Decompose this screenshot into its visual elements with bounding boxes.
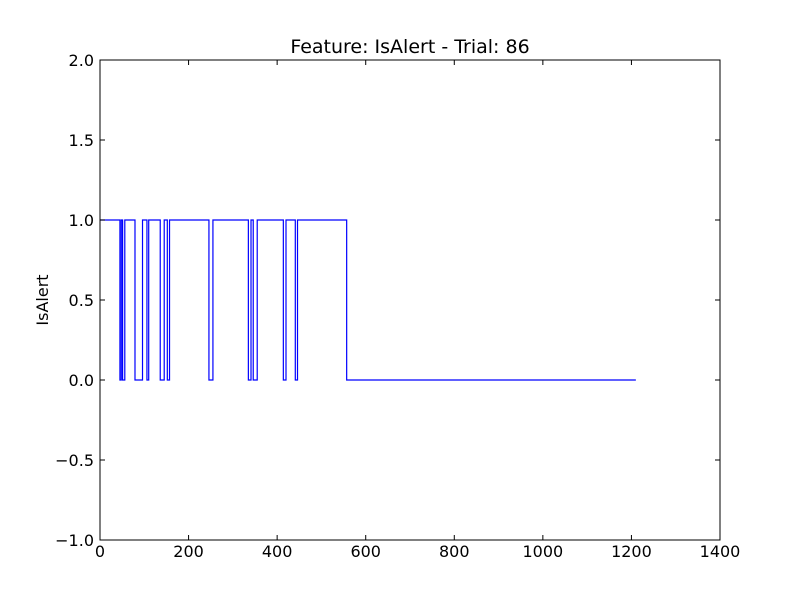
y-tick-label: 1.5: [69, 131, 94, 150]
plot-area: [100, 219, 636, 381]
y-tick-label: 0.0: [69, 371, 94, 390]
x-tick-label: 1200: [611, 542, 652, 561]
x-tick-label: 200: [173, 542, 204, 561]
axis-ticks: 0 200 400 600 800 1000 1200 1400 −1.0 −0.5 0.0 0.5 1…: [55, 51, 740, 561]
y-tick-label: 1.0: [69, 211, 94, 230]
y-tick-label: 0.5: [69, 291, 94, 310]
y-tick-label: −1.0: [55, 531, 94, 550]
y-tick-label: −0.5: [55, 451, 94, 470]
x-tick-label: 800: [439, 542, 470, 561]
x-tick-label: 1000: [522, 542, 563, 561]
plot-frame: [99, 59, 721, 541]
x-tick-label: 0: [95, 542, 105, 561]
chart-title: Feature: IsAlert - Trial: 86: [290, 36, 529, 58]
x-tick-label: 400: [262, 542, 293, 561]
x-tick-label: 600: [350, 542, 381, 561]
y-tick-label: 2.0: [69, 51, 94, 70]
x-tick-label: 1400: [700, 542, 741, 561]
series-line-0: [100, 219, 636, 381]
y-axis-label: IsAlert: [33, 274, 52, 325]
